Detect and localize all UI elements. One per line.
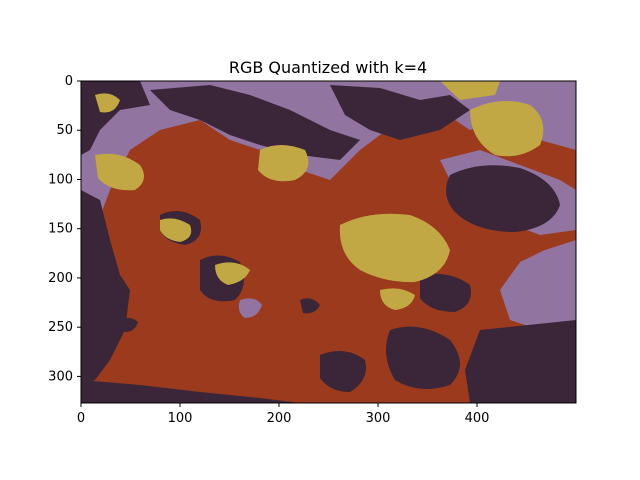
region-mustard-lowerright <box>380 288 415 310</box>
region-lavender-spot1 <box>238 298 262 318</box>
region-plum-right-blob <box>446 165 560 232</box>
y-tick-label: 300 <box>48 369 73 384</box>
x-tick-label: 200 <box>267 411 292 426</box>
x-axis: 0 100 200 300 400 <box>77 403 490 426</box>
region-mustard-left <box>95 153 144 191</box>
region-plum-small1 <box>120 317 138 332</box>
x-tick-label: 0 <box>77 411 85 426</box>
region-plum-small2 <box>300 298 320 314</box>
region-plum-bottom <box>81 380 300 403</box>
figure-title: RGB Quantized with k=4 <box>229 58 427 77</box>
region-plum-top <box>150 85 360 160</box>
y-tick-label: 0 <box>65 74 73 89</box>
region-plum-lower-mid <box>320 351 366 392</box>
quantized-image <box>80 80 577 404</box>
region-mustard-topright <box>470 101 544 157</box>
region-lavender-spot2 <box>520 266 556 292</box>
region-plum-lowerleft <box>81 190 120 305</box>
region-mustard-topleft <box>95 93 120 113</box>
region-mustard-mid <box>215 262 250 285</box>
x-tick-label: 300 <box>366 411 391 426</box>
y-axis: 0 50 100 150 200 250 300 <box>48 74 81 384</box>
y-tick-label: 150 <box>48 222 73 237</box>
region-mustard-flower <box>160 218 192 242</box>
x-tick-label: 400 <box>465 411 490 426</box>
region-mustard-top <box>440 81 500 100</box>
image-frame <box>80 80 577 404</box>
region-plum-bottomright <box>386 326 460 389</box>
region-plum-mid-right <box>420 273 471 312</box>
y-tick-label: 100 <box>48 172 73 187</box>
region-plum-topright <box>330 85 470 140</box>
region-plum-bottomright2 <box>465 320 576 403</box>
y-tick-label: 200 <box>48 271 73 286</box>
y-tick-label: 50 <box>56 123 73 138</box>
y-tick-label: 250 <box>48 320 73 335</box>
x-tick-label: 100 <box>168 411 193 426</box>
region-mustard-right <box>339 213 450 283</box>
region-mustard-topmid <box>258 145 309 182</box>
